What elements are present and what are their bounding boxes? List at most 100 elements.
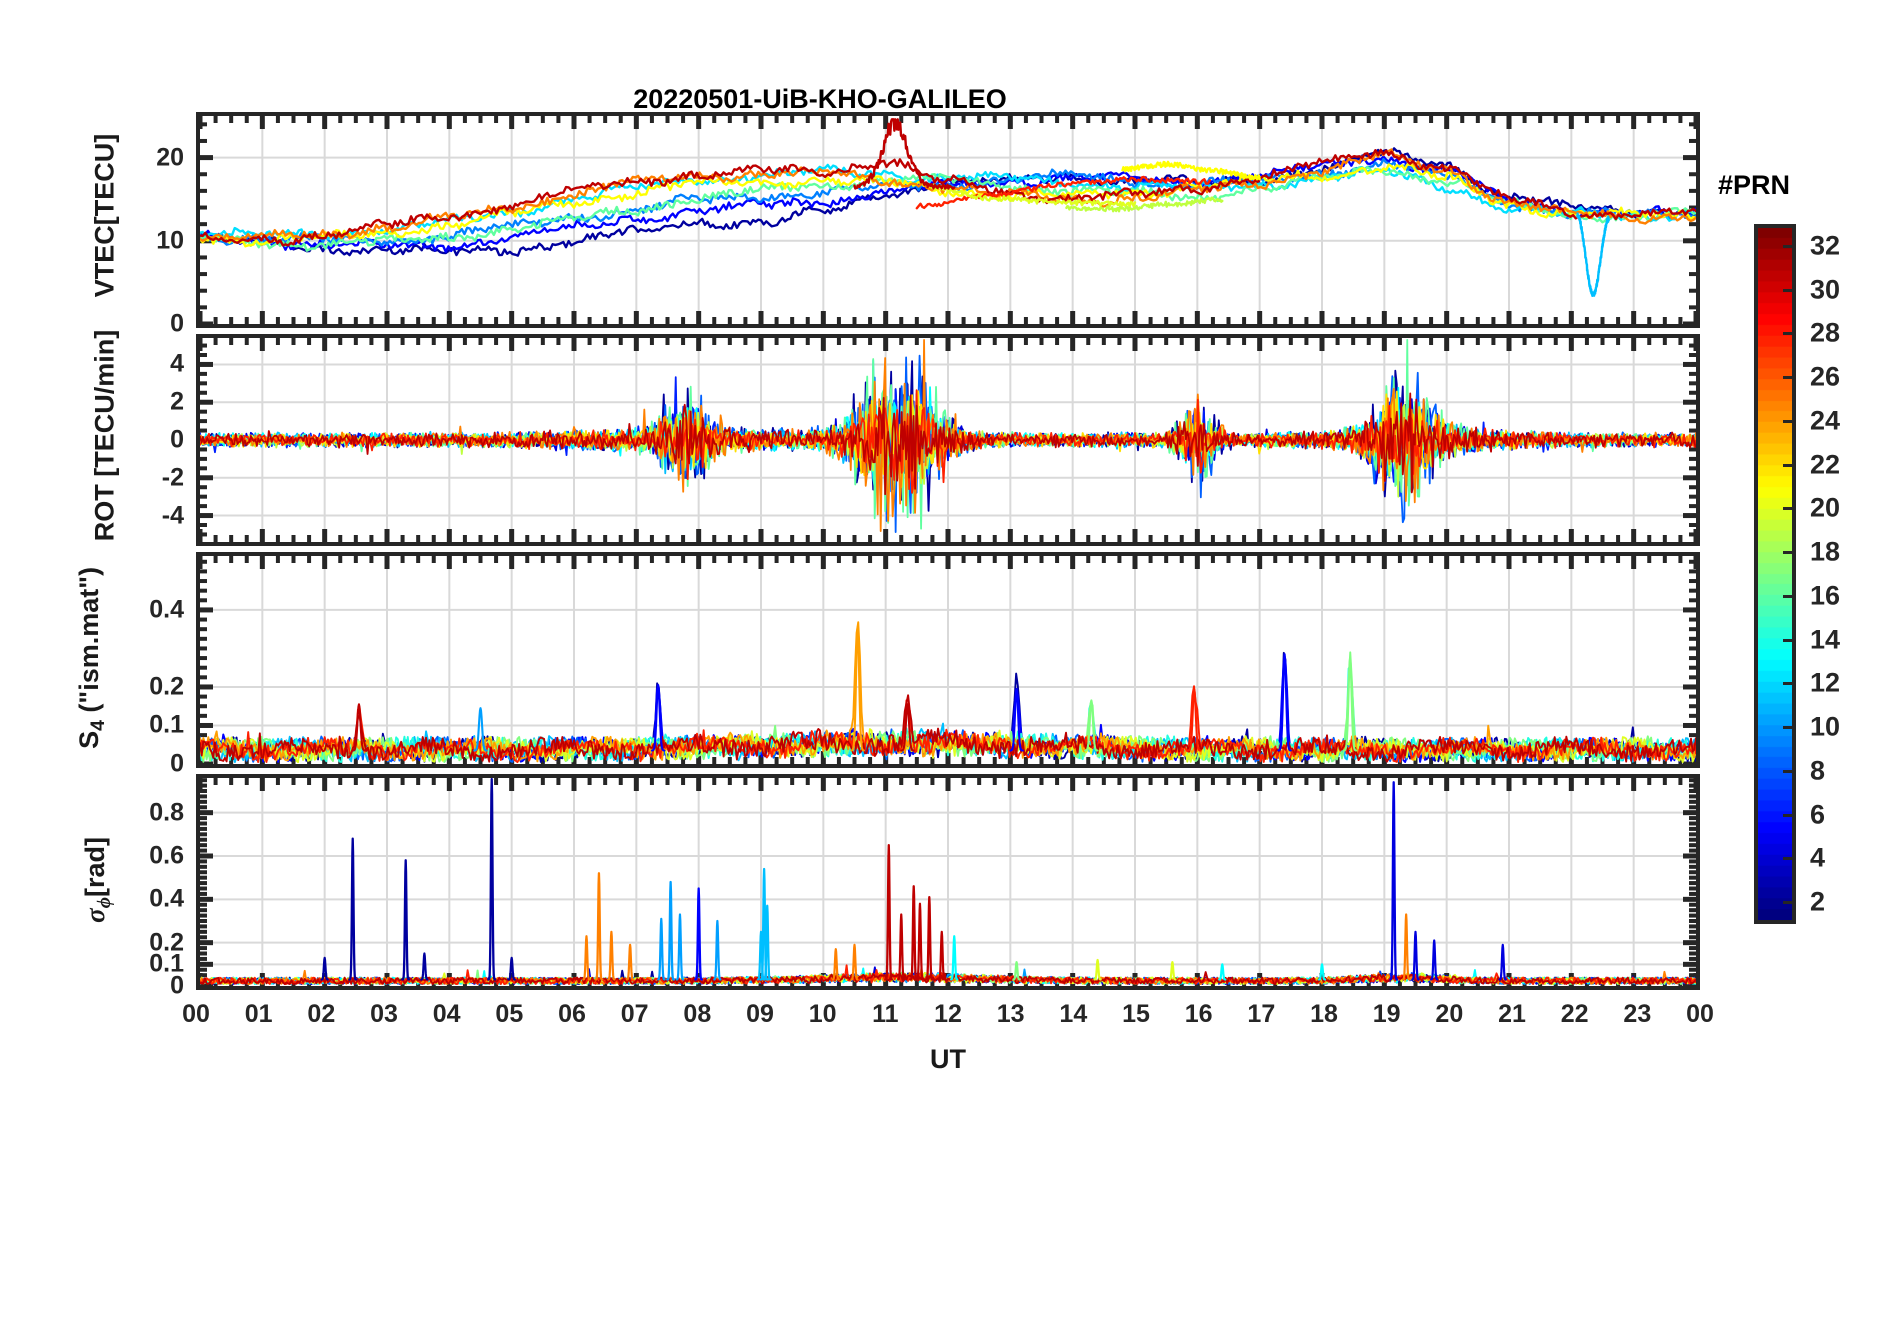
colorbar-tick-32: 32	[1810, 230, 1841, 261]
data-series	[607, 930, 616, 981]
data-series	[1498, 943, 1507, 981]
data-series	[1084, 699, 1099, 752]
plot-area	[200, 778, 1696, 986]
data-series	[200, 685, 1696, 764]
data-series	[924, 896, 934, 981]
colorbar-tick-12: 12	[1810, 667, 1841, 698]
y-tick-vtec-0: 0	[170, 309, 184, 338]
data-series	[320, 956, 329, 981]
data-series	[675, 913, 685, 981]
y-tick-sp-0.6: 0.6	[149, 841, 184, 870]
data-series	[200, 392, 1696, 496]
data-series	[909, 885, 919, 981]
y-tick-s4-0: 0	[170, 749, 184, 778]
data-series	[762, 904, 772, 981]
y-tick-sp-0.2: 0.2	[149, 928, 184, 957]
colorbar-tick-8: 8	[1810, 755, 1826, 786]
colorbar-tick-14: 14	[1810, 624, 1841, 655]
data-series	[473, 707, 488, 752]
data-series	[1121, 160, 1261, 181]
data-series	[1342, 657, 1358, 752]
x-tick-07-7: 07	[620, 1000, 649, 1028]
colorbar-tickmark	[1783, 244, 1793, 248]
data-series	[1186, 687, 1202, 752]
data-series	[1576, 212, 1610, 298]
colorbar-tick-26: 26	[1810, 361, 1841, 392]
x-tick-03-3: 03	[370, 1000, 398, 1028]
y-tick-sp-0.8: 0.8	[149, 798, 184, 827]
data-series	[1401, 913, 1411, 981]
data-series	[950, 935, 959, 981]
data-series	[897, 913, 906, 981]
colorbar-tick-10: 10	[1810, 711, 1841, 742]
data-series	[850, 943, 859, 981]
y-tick-rot--2: -2	[161, 463, 184, 492]
x-tick-10-10: 10	[808, 1000, 837, 1028]
y-tick-rot-4: 4	[170, 349, 184, 378]
data-series	[1411, 930, 1420, 981]
x-tick-14-14: 14	[1059, 1000, 1088, 1028]
y-tick-s4-0.1: 0.1	[149, 710, 184, 739]
data-series	[853, 118, 956, 190]
data-series	[200, 971, 1696, 985]
colorbar	[1754, 224, 1796, 924]
x-tick-22-22: 22	[1560, 1000, 1589, 1028]
data-series	[348, 837, 358, 981]
x-tick-11-11: 11	[872, 1000, 899, 1028]
data-series	[507, 956, 516, 981]
colorbar-tickmark	[1783, 463, 1793, 467]
plot-area	[200, 556, 1696, 764]
x-tick-16-16: 16	[1184, 1000, 1213, 1028]
x-tick-06-6: 06	[558, 1000, 586, 1028]
x-tick-09-9: 09	[746, 1000, 774, 1028]
data-series	[713, 919, 722, 981]
data-series	[1277, 653, 1292, 752]
colorbar-tickmark	[1783, 813, 1793, 817]
colorbar-tickmark	[1783, 769, 1793, 773]
data-series	[850, 626, 865, 752]
colorbar-tick-2: 2	[1810, 886, 1826, 917]
y-tick-sp-0.4: 0.4	[149, 884, 184, 913]
data-series	[921, 182, 1137, 208]
data-series	[420, 952, 429, 981]
data-series	[1218, 963, 1227, 981]
colorbar-title: #PRN	[1718, 170, 1791, 200]
data-series	[582, 935, 591, 981]
x-tick-04-4: 04	[432, 1000, 461, 1028]
x-tick-19-19: 19	[1372, 1000, 1401, 1028]
data-series	[200, 165, 1696, 252]
data-series	[657, 917, 666, 981]
y-tick-vtec-10: 10	[156, 226, 184, 255]
x-tick-21-21: 21	[1498, 1000, 1526, 1028]
colorbar-tickmark	[1783, 901, 1793, 905]
colorbar-tickmark	[1783, 726, 1793, 730]
colorbar-tick-28: 28	[1810, 317, 1841, 348]
x-tick-12-12: 12	[934, 1000, 962, 1028]
data-series	[401, 859, 411, 981]
colorbar-tickmark	[1783, 507, 1793, 511]
data-series	[915, 902, 925, 981]
data-series	[1012, 961, 1021, 981]
data-series	[351, 703, 367, 752]
colorbar-tickmark	[1783, 551, 1793, 555]
plot-area	[200, 116, 1696, 324]
x-tick-13-13: 13	[996, 1000, 1025, 1028]
data-series	[900, 703, 915, 752]
colorbar-tick-16: 16	[1810, 580, 1841, 611]
colorbar-tickmark	[1783, 594, 1793, 598]
colorbar-tick-6: 6	[1810, 799, 1826, 830]
data-series	[666, 880, 676, 981]
data-series	[1429, 939, 1439, 981]
x-tick-17-17: 17	[1247, 1000, 1276, 1028]
data-series	[756, 930, 766, 981]
x-tick-23-23: 23	[1623, 1000, 1652, 1028]
data-series	[759, 867, 769, 981]
colorbar-tick-18: 18	[1810, 536, 1841, 567]
colorbar-tickmark	[1783, 638, 1793, 642]
x-axis-label: UT	[930, 1044, 966, 1074]
colorbar-tick-30: 30	[1810, 274, 1841, 305]
y-tick-s4-0.2: 0.2	[149, 672, 184, 701]
x-tick-02-2: 02	[307, 1000, 336, 1028]
panel-rot	[196, 334, 1700, 546]
